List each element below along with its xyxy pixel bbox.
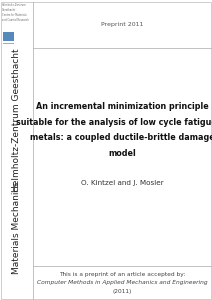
Bar — [3, 38, 14, 40]
Text: metals: a coupled ductile-brittle damage: metals: a coupled ductile-brittle damage — [29, 133, 212, 142]
Text: Preprint 2011: Preprint 2011 — [101, 22, 143, 27]
Text: O. Kintzel and J. Mosler: O. Kintzel and J. Mosler — [81, 180, 163, 186]
Text: An incremental minimization principle: An incremental minimization principle — [36, 102, 208, 111]
Text: Helmholtz-Zentrum
Geesthacht
Centre for Materials
and Coastal Research: Helmholtz-Zentrum Geesthacht Centre for … — [2, 3, 29, 22]
Text: model: model — [108, 149, 136, 158]
Text: (2011): (2011) — [112, 289, 132, 294]
Text: suitable for the analysis of low cycle fatigue in: suitable for the analysis of low cycle f… — [16, 118, 212, 127]
Bar — [3, 43, 14, 44]
Text: Materials Mechanics: Materials Mechanics — [12, 182, 21, 274]
Bar — [3, 35, 14, 38]
Bar — [3, 32, 14, 34]
Text: This is a preprint of an article accepted by:: This is a preprint of an article accepte… — [59, 272, 185, 277]
Text: Computer Methods in Applied Mechanics and Engineering: Computer Methods in Applied Mechanics an… — [37, 280, 207, 285]
Text: Helmholtz-Zentrum Geesthacht: Helmholtz-Zentrum Geesthacht — [12, 48, 21, 192]
